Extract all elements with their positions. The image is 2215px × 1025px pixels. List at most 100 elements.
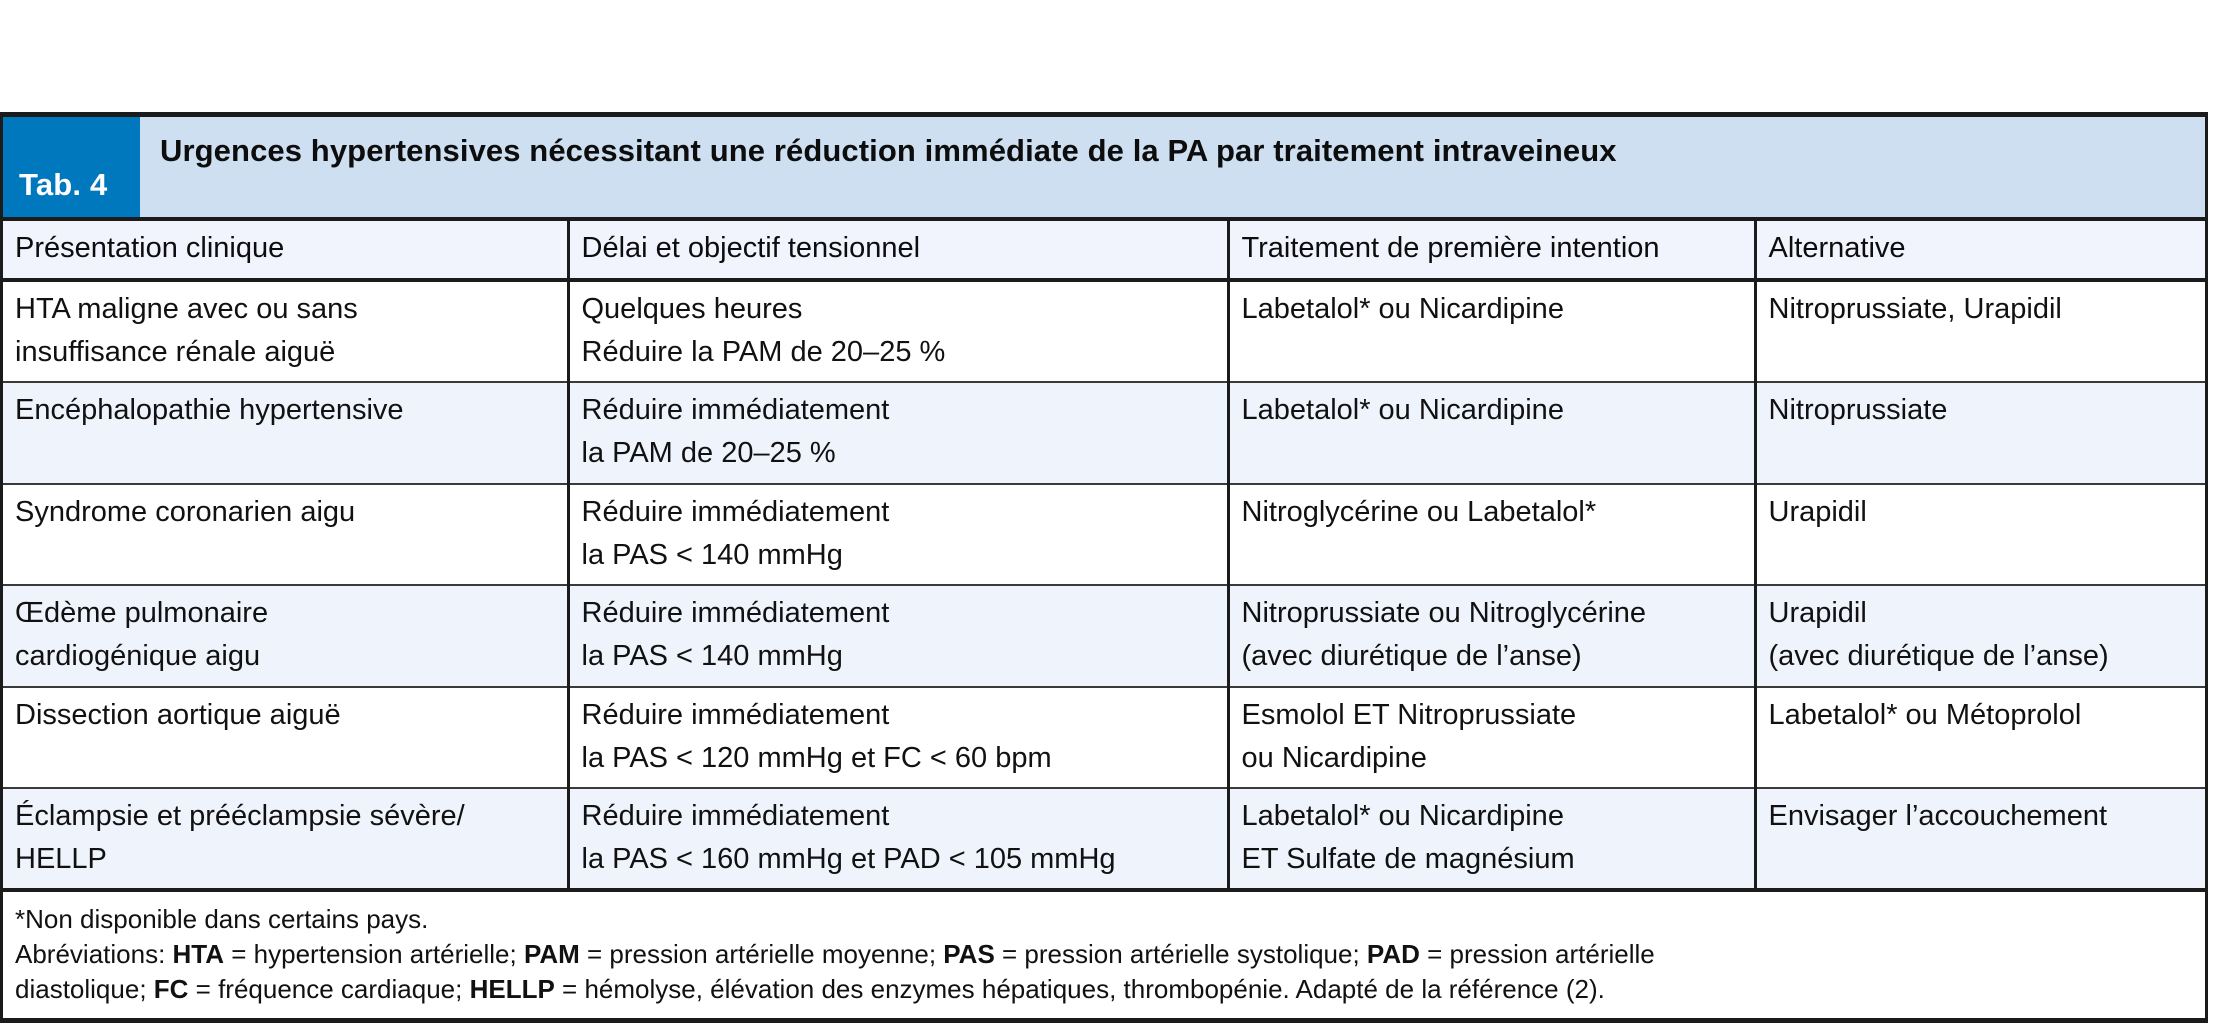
table-row: Encéphalopathie hypertensive Réduire imm… — [3, 382, 2205, 485]
cell-line: la PAS < 160 mmHg et PAD < 105 mmHg — [581, 843, 1116, 876]
cell-alternative: Urapidil (avec diurétique de l’anse) — [1755, 585, 2205, 688]
cell-presentation-clinique: Encéphalopathie hypertensive — [3, 382, 570, 485]
cell-presentation-clinique: Éclampsie et prééclampsie sévère/ HELLP — [3, 787, 570, 893]
cell-line: Labetalol* ou Nicardipine — [1241, 799, 1564, 832]
table-number-label: Tab. 4 — [19, 167, 108, 202]
table-row: Syndrome coronarien aigu Réduire immédia… — [3, 483, 2205, 587]
footnote-text: = pression artérielle — [1419, 939, 1655, 969]
table-body: HTA maligne avec ou sans insuffisance ré… — [3, 279, 2205, 893]
footnote-text: Abréviations: — [15, 939, 173, 969]
cell-line: Urapidil — [1768, 495, 1867, 528]
cell-line: ET Sulfate de magnésium — [1241, 843, 1575, 876]
cell-line: Réduire immédiatement — [581, 799, 890, 832]
abbrev-hellp: HELLP — [469, 973, 555, 1004]
cell-traitement: Labetalol* ou Nicardipine ET Sulfate de … — [1228, 787, 1757, 893]
cell-line: cardiogénique aigu — [15, 640, 261, 673]
cell-line: Œdème pulmonaire — [15, 597, 269, 630]
cell-line: ou Nicardipine — [1241, 741, 1427, 774]
cell-line: insuffisance rénale aiguë — [15, 336, 336, 369]
column-header-alternative: Alternative — [1755, 221, 2205, 282]
cell-line: Nitroprussiate, Urapidil — [1768, 292, 2062, 325]
table-footnote: *Non disponible dans certains pays. Abré… — [3, 892, 2205, 1019]
abbrev-pam: PAM — [523, 939, 580, 969]
cell-line: Réduire immédiatement — [581, 698, 890, 731]
cell-line: Réduire immédiatement — [581, 597, 890, 630]
cell-presentation-clinique: Dissection aortique aiguë — [3, 686, 570, 789]
cell-line: Quelques heures — [581, 292, 803, 325]
cell-line: HTA maligne avec ou sans — [15, 292, 358, 325]
cell-delai-objectif: Réduire immédiatement la PAS < 160 mmHg … — [568, 787, 1230, 893]
table-head: Présentation clinique Délai et objectif … — [3, 221, 2205, 282]
table-title-container: Urgences hypertensives nécessitant une r… — [140, 117, 2205, 217]
table-title: Urgences hypertensives nécessitant une r… — [160, 133, 1617, 168]
column-header-traitement-premiere-intention: Traitement de première intention — [1228, 221, 1757, 282]
column-header-delai-objectif: Délai et objectif tensionnel — [568, 221, 1230, 282]
table-header-row: Présentation clinique Délai et objectif … — [3, 221, 2205, 282]
cell-line: Dissection aortique aiguë — [15, 698, 341, 731]
abbrev-fc: FC — [153, 973, 189, 1004]
cell-delai-objectif: Réduire immédiatement la PAM de 20–25 % — [568, 382, 1230, 485]
footnote-text: = pression artérielle moyenne; — [579, 939, 944, 969]
table-row: Éclampsie et prééclampsie sévère/ HELLP … — [3, 787, 2205, 893]
cell-line: Labetalol* ou Nicardipine — [1241, 292, 1564, 325]
footnote-text: = pression artérielle systolique; — [994, 939, 1367, 969]
cell-line: (avec diurétique de l’anse) — [1768, 640, 2109, 673]
cell-alternative: Labetalol* ou Métoprolol — [1755, 686, 2205, 789]
cell-delai-objectif: Réduire immédiatement la PAS < 140 mmHg — [568, 585, 1230, 688]
cell-delai-objectif: Réduire immédiatement la PAS < 120 mmHg … — [568, 686, 1230, 789]
cell-alternative: Nitroprussiate — [1755, 382, 2205, 485]
cell-traitement: Labetalol* ou Nicardipine — [1228, 279, 1757, 384]
cell-line: Esmolol ET Nitroprussiate — [1241, 698, 1577, 731]
footnote-line-abbreviations-1: Abréviations: HTA = hypertension artérie… — [15, 937, 2193, 972]
footnote-text: diastolique; — [15, 973, 154, 1004]
footnote-line-abbreviations-2: diastolique; FC = fréquence cardiaque; H… — [15, 972, 2193, 1007]
footnote-text: = hypertension artérielle; — [224, 939, 524, 969]
cell-line: Labetalol* ou Nicardipine — [1241, 394, 1564, 427]
table-row: Œdème pulmonaire cardiogénique aigu Rédu… — [3, 585, 2205, 688]
table-4-block: Tab. 4 Urgences hypertensives nécessitan… — [0, 112, 2208, 1024]
cell-line: Nitroprussiate ou Nitroglycérine — [1241, 597, 1647, 630]
cell-alternative: Envisager l’accouchement — [1755, 787, 2205, 893]
cell-delai-objectif: Quelques heures Réduire la PAM de 20–25 … — [568, 279, 1230, 384]
cell-traitement: Nitroprussiate ou Nitroglycérine (avec d… — [1228, 585, 1757, 688]
footnote-text: = hémolyse, élévation des enzymes hépati… — [554, 973, 1605, 1004]
cell-line: Réduire immédiatement — [581, 495, 890, 528]
cell-line: la PAM de 20–25 % — [581, 437, 836, 470]
cell-delai-objectif: Réduire immédiatement la PAS < 140 mmHg — [568, 483, 1230, 587]
table-caption-bar: Tab. 4 Urgences hypertensives nécessitan… — [3, 117, 2205, 221]
abbrev-pad: PAD — [1366, 939, 1420, 969]
cell-line: Réduire la PAM de 20–25 % — [581, 336, 946, 369]
cell-line: la PAS < 140 mmHg — [581, 538, 843, 571]
cell-line: Encéphalopathie hypertensive — [15, 394, 404, 427]
abbrev-pas: PAS — [943, 939, 995, 969]
cell-alternative: Nitroprussiate, Urapidil — [1755, 279, 2205, 384]
cell-traitement: Nitroglycérine ou Labetalol* — [1228, 483, 1757, 587]
cell-line: Envisager l’accouchement — [1768, 799, 2108, 832]
cell-presentation-clinique: HTA maligne avec ou sans insuffisance ré… — [3, 279, 570, 384]
cell-presentation-clinique: Œdème pulmonaire cardiogénique aigu — [3, 585, 570, 688]
cell-alternative: Urapidil — [1755, 483, 2205, 587]
column-header-presentation-clinique: Présentation clinique — [3, 221, 570, 282]
table-number-badge: Tab. 4 — [3, 117, 140, 217]
cell-presentation-clinique: Syndrome coronarien aigu — [3, 483, 570, 587]
cell-line: Labetalol* ou Métoprolol — [1768, 698, 2082, 731]
cell-line: Urapidil — [1768, 597, 1867, 630]
table-row: Dissection aortique aiguë Réduire immédi… — [3, 686, 2205, 789]
cell-line: la PAS < 120 mmHg et FC < 60 bpm — [581, 741, 1052, 774]
cell-line: Réduire immédiatement — [581, 394, 890, 427]
footnote-line-availability: *Non disponible dans certains pays. — [15, 904, 429, 935]
abbrev-hta: HTA — [172, 939, 225, 969]
cell-traitement: Esmolol ET Nitroprussiate ou Nicardipine — [1228, 686, 1757, 789]
cell-line: HELLP — [15, 843, 107, 876]
cell-traitement: Labetalol* ou Nicardipine — [1228, 382, 1757, 485]
hypertensive-emergencies-table: Présentation clinique Délai et objectif … — [3, 221, 2205, 893]
cell-line: Éclampsie et prééclampsie sévère/ — [15, 799, 465, 832]
cell-line: (avec diurétique de l’anse) — [1241, 640, 1582, 673]
cell-line: la PAS < 140 mmHg — [581, 640, 843, 673]
cell-line: Syndrome coronarien aigu — [15, 495, 356, 528]
cell-line: Nitroprussiate — [1768, 394, 1948, 427]
table-row: HTA maligne avec ou sans insuffisance ré… — [3, 279, 2205, 384]
footnote-text: = fréquence cardiaque; — [188, 973, 470, 1004]
cell-line: Nitroglycérine ou Labetalol* — [1241, 495, 1597, 528]
